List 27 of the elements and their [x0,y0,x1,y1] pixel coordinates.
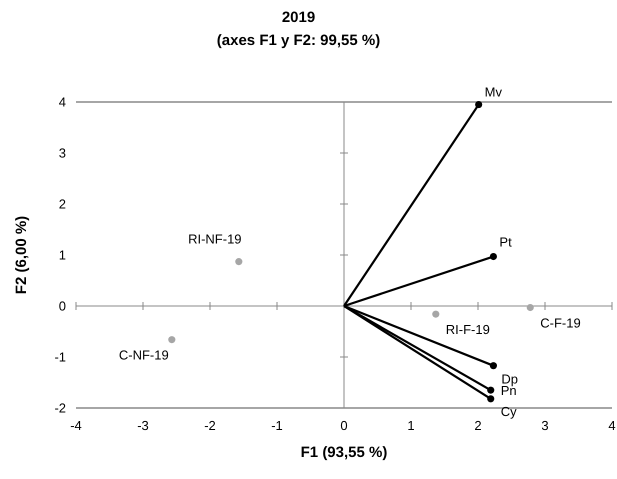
x-tick-label: 1 [407,418,415,433]
x-tick-label: 4 [608,418,616,433]
x-tick-label: -1 [271,418,283,433]
y-tick-label: 2 [58,196,66,212]
annotation: Cy [500,404,518,419]
annotation: RI-F-19 [446,322,490,338]
x-tick-label: 3 [541,418,549,433]
x-tick-label: -3 [137,418,149,433]
x-tick-label: -2 [204,418,216,433]
x-tick-label: 2 [474,418,482,433]
y-tick-label: -2 [54,400,66,416]
y-tick-label: 4 [58,94,66,110]
annotation: Mv [484,84,502,100]
y-tick-label: 3 [58,146,66,160]
x-tick-label: -4 [70,418,82,433]
annotation: Pt [499,234,512,250]
y-tick-label: 0 [58,298,66,314]
y-axis-title: F2 (6,00 %) [13,216,30,294]
chart-title: 2019 [282,9,316,26]
annotation: C-NF-19 [118,348,169,363]
y-tick-label: -1 [54,350,66,364]
x-tick-label: 0 [340,418,348,433]
y-tick-label: 1 [58,248,66,262]
chart-subtitle: (axes F1 y F2: 99,55 %) [216,32,380,49]
annotation: C-F-19 [540,316,581,331]
annotation: RI-NF-19 [188,232,242,247]
x-axis-title: F1 (93,55 %) [300,444,388,461]
